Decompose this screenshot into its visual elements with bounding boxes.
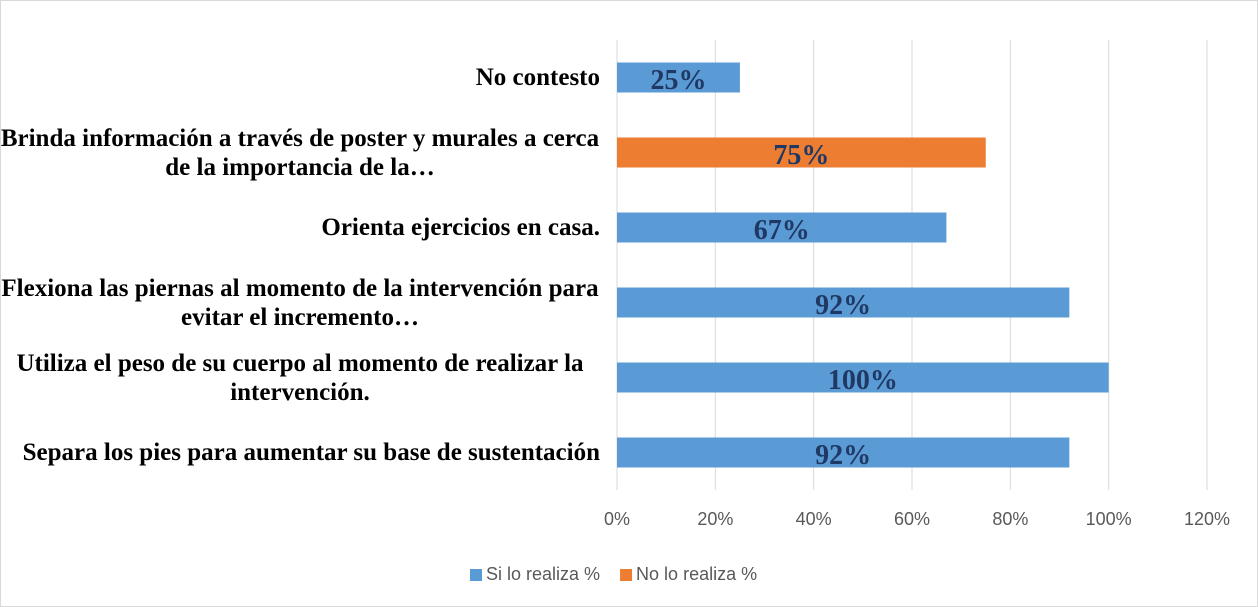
data-label: 25% [650, 65, 706, 96]
data-label: 67% [754, 215, 810, 246]
category-label-box: Orienta ejercicios en casa. [0, 190, 600, 265]
category-label-box: Flexiona las piernas al momento de la in… [0, 265, 600, 340]
legend-swatch [620, 569, 633, 581]
bar [617, 212, 947, 243]
category-label-box: Utiliza el peso de su cuerpo al momento … [0, 340, 600, 415]
bar [617, 287, 1070, 318]
x-tick-label: 20% [697, 509, 733, 529]
y-tick-label: Utiliza el peso de su cuerpo al momento … [16, 349, 584, 406]
y-tick-label: Brinda información a través de poster y … [0, 124, 600, 181]
x-tick-label: 100% [1086, 509, 1132, 529]
data-label: 92% [815, 290, 871, 321]
y-tick-label: Separa los pies para aumentar su base de… [22, 439, 600, 466]
legend-label: No lo realiza % [636, 564, 757, 584]
legend-label: Si lo realiza % [486, 564, 600, 584]
y-tick-label: Flexiona las piernas al momento de la in… [1, 274, 599, 331]
x-tick-label: 60% [894, 509, 930, 529]
x-tick-label: 0% [604, 509, 630, 529]
legend-swatch [470, 569, 482, 581]
x-tick-label: 80% [992, 509, 1028, 529]
bar [617, 437, 1070, 468]
category-label-box: Brinda información a través de poster y … [0, 115, 600, 190]
category-label-box: No contesto [0, 40, 600, 115]
data-label: 75% [773, 140, 829, 171]
category-label-box: Separa los pies para aumentar su base de… [0, 415, 600, 490]
y-tick-label: Orienta ejercicios en casa. [321, 214, 600, 241]
data-label: 100% [828, 365, 898, 396]
x-tick-label: 40% [796, 509, 832, 529]
data-label: 92% [815, 440, 871, 471]
bar [617, 62, 740, 93]
bar [617, 137, 986, 168]
y-tick-label: No contesto [475, 64, 600, 91]
x-tick-label: 120% [1184, 509, 1230, 529]
bar [617, 362, 1109, 393]
